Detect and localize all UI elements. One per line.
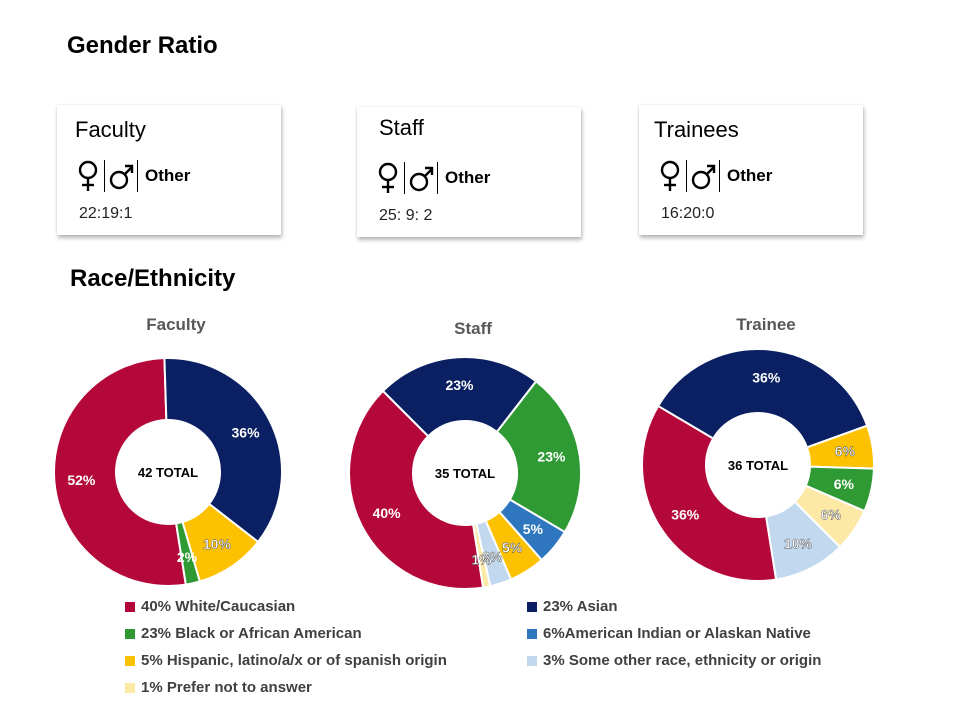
chart-title: Trainee <box>736 315 796 334</box>
slice-label: 23% <box>537 449 566 465</box>
faculty-ratio: 22:19:1 <box>79 205 133 222</box>
trainees-card-title: Trainees <box>654 117 739 142</box>
staff-ratio: 25: 9: 2 <box>379 207 433 224</box>
separator <box>404 162 405 194</box>
slice-label: 3% <box>482 549 503 565</box>
slice-label: 10% <box>203 536 232 552</box>
trainees-gender-card: Trainees Other 16:20:0 <box>639 105 863 235</box>
separator <box>719 160 720 192</box>
center-total-label: 35 TOTAL <box>435 466 495 481</box>
donut-trainee: Trainee 36% 36% 6% 6% 6% 10% 36 TOTAL <box>641 315 875 582</box>
slice-white <box>348 389 485 590</box>
other-label: Other <box>727 166 773 185</box>
slice-label: 2% <box>177 549 198 565</box>
slice-label: 23% <box>445 377 474 393</box>
staff-card-title: Staff <box>379 115 424 140</box>
male-icon <box>691 164 716 190</box>
female-icon <box>378 162 398 193</box>
faculty-card-title: Faculty <box>75 117 146 142</box>
slice-asian <box>656 348 869 449</box>
slice-label: 6% <box>821 506 842 522</box>
donut-faculty: Faculty 52% 36% 10% 2% 42 TOTAL <box>53 315 283 587</box>
staff-gender-card: Staff Other 25: 9: 2 <box>357 107 581 237</box>
staff-gender-symbols: Other <box>375 161 490 195</box>
faculty-gender-card: Faculty Other 22:19:1 <box>57 105 281 235</box>
gender-ratio-title: Gender Ratio <box>67 32 218 59</box>
slice-label: 40% <box>373 505 402 521</box>
center-total-label: 36 TOTAL <box>728 458 788 473</box>
slice-black <box>495 379 582 534</box>
slice-label: 36% <box>671 506 700 522</box>
chart-title: Staff <box>454 319 492 338</box>
other-label: Other <box>445 168 491 187</box>
slice-white <box>641 404 778 582</box>
trainees-ratio: 16:20:0 <box>661 205 715 222</box>
slice-label: 36% <box>232 425 261 441</box>
chart-title: Faculty <box>146 315 206 334</box>
separator <box>137 160 138 192</box>
separator <box>104 160 105 192</box>
separator <box>437 162 438 194</box>
female-icon <box>78 160 98 191</box>
slice-prefer <box>471 522 492 589</box>
slice-white <box>53 357 187 587</box>
race-ethnicity-title: Race/Ethnicity <box>70 265 236 292</box>
slice-asian <box>381 356 538 438</box>
slice-black <box>174 520 202 586</box>
trainees-gender-symbols: Other <box>657 159 772 193</box>
male-icon <box>409 166 434 192</box>
slice-label: 6% <box>835 443 856 459</box>
slice-label: 6% <box>834 476 855 492</box>
slice-label: 36% <box>752 369 781 385</box>
slice-label: 5% <box>523 521 544 537</box>
male-icon <box>109 164 134 190</box>
slice-label: 10% <box>784 535 813 551</box>
slice-other <box>764 500 842 581</box>
slice-label: 5% <box>502 539 523 555</box>
slice-label: 52% <box>67 472 96 488</box>
female-icon <box>660 160 680 191</box>
separator <box>686 160 687 192</box>
center-total-label: 42 TOTAL <box>138 465 198 480</box>
slice-asian <box>163 357 283 544</box>
other-label: Other <box>145 166 191 185</box>
faculty-gender-symbols: Other <box>75 159 190 193</box>
slice-label: 1% <box>471 551 492 567</box>
